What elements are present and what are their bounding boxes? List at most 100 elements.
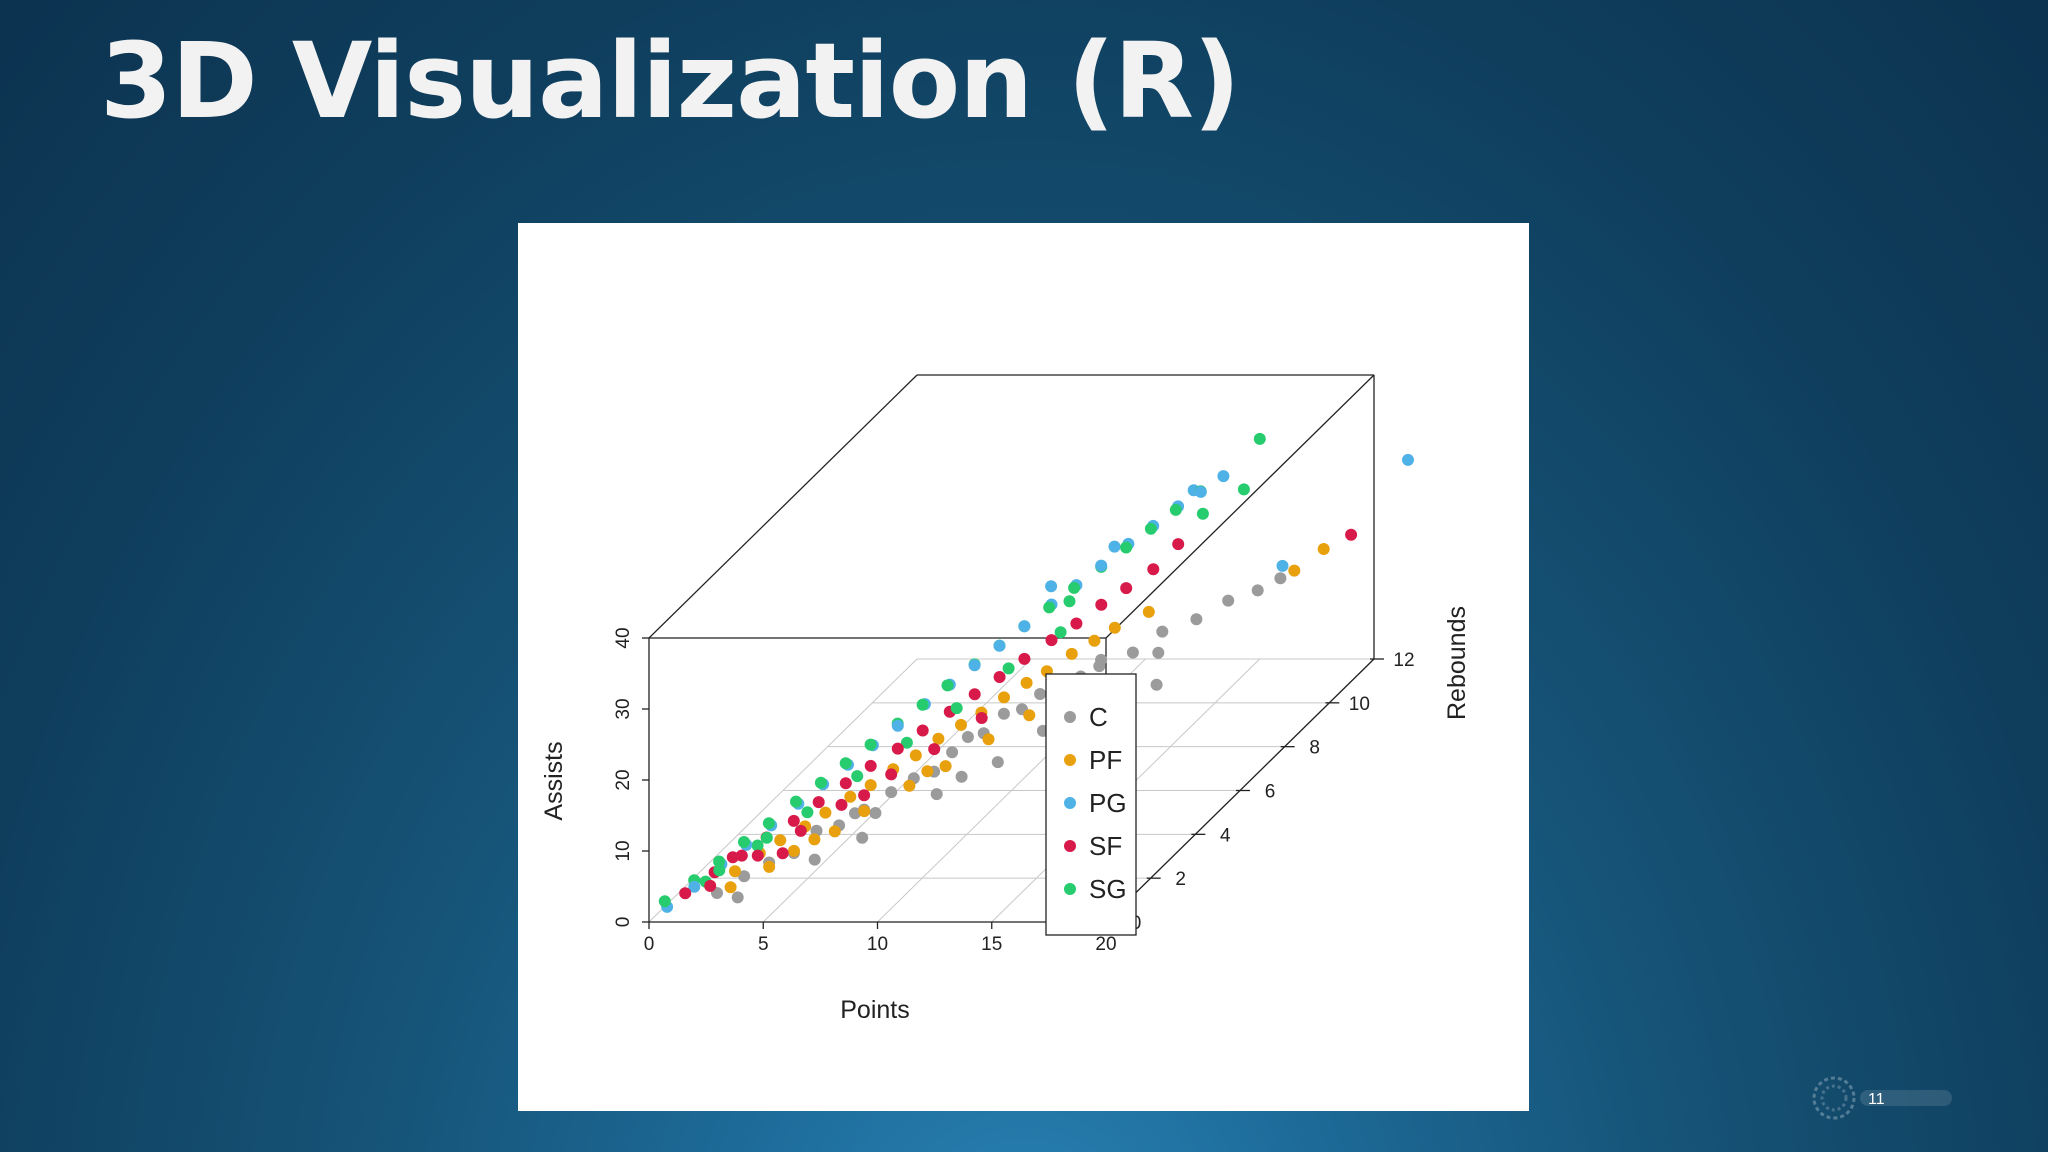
data-point-sf <box>704 879 717 892</box>
data-point-sf <box>835 798 848 811</box>
legend-marker-pg <box>1064 797 1076 809</box>
data-point-pf <box>858 805 871 818</box>
y-tick-label: 6 <box>1265 782 1276 803</box>
z-tick-label: 40 <box>613 627 634 648</box>
data-point-pg <box>1217 470 1230 483</box>
data-point-sf <box>1172 538 1185 551</box>
legend-label: SF <box>1089 831 1122 861</box>
box-edge <box>1105 374 1375 639</box>
y-tick-label: 4 <box>1220 825 1231 846</box>
legend-label: PF <box>1089 745 1122 775</box>
data-point-pf <box>1023 709 1036 722</box>
data-point-sf <box>1095 598 1108 611</box>
data-point-c <box>1126 646 1139 659</box>
legend-box <box>1045 673 1137 936</box>
data-point-sg <box>814 776 827 789</box>
x-tick-label: 15 <box>981 934 1002 955</box>
data-point-sf <box>787 814 800 827</box>
brand-logo <box>1812 1076 1952 1120</box>
legend-label: C <box>1089 702 1108 732</box>
y-tick-label: 12 <box>1393 650 1414 671</box>
data-point-sf <box>735 849 748 862</box>
data-point-c <box>1093 660 1106 673</box>
data-point-sg <box>751 839 764 852</box>
data-point-pf <box>774 834 787 847</box>
data-point-sf <box>726 851 739 864</box>
data-point-sg <box>941 679 954 692</box>
data-point-sg <box>1002 662 1015 675</box>
z-tick-label: 20 <box>613 769 634 790</box>
data-point-sg <box>900 736 913 749</box>
data-point-pf <box>844 790 857 803</box>
slide-title: 3D Visualization (R) <box>100 20 1241 142</box>
data-point-pf <box>724 881 737 894</box>
data-point-c <box>1150 678 1163 691</box>
chart-panel: 05101520Points010203040Assists024681012R… <box>518 223 1529 1111</box>
y-axis-label: Rebounds <box>1443 606 1471 720</box>
data-point-sf <box>858 789 871 802</box>
data-point-pf <box>1108 621 1121 634</box>
data-point-c <box>955 770 968 783</box>
data-point-pf <box>1065 647 1078 660</box>
data-point-pg <box>993 639 1006 652</box>
data-point-c <box>1034 688 1047 700</box>
data-point-pf <box>864 779 877 792</box>
data-point-sf <box>1120 582 1133 595</box>
data-point-pg <box>1095 559 1108 572</box>
data-point-sf <box>751 849 764 862</box>
data-point-c <box>731 891 744 904</box>
data-point-sg <box>839 757 852 770</box>
data-point-sf <box>1018 652 1031 665</box>
data-point-c <box>856 831 869 844</box>
data-point-pf <box>1288 564 1301 577</box>
data-point-pf <box>982 733 995 746</box>
data-point-sg <box>762 817 775 830</box>
box-edge <box>648 374 918 639</box>
data-point-pf <box>939 760 952 773</box>
data-point-sf <box>928 743 941 756</box>
data-point-c <box>991 756 1004 769</box>
legend-marker-c <box>1064 711 1076 723</box>
data-point-pf <box>932 732 945 745</box>
chart-legend: C PF PG SF SG <box>1045 673 1137 936</box>
data-point-sf <box>1147 563 1160 576</box>
data-points <box>658 432 1414 913</box>
data-point-sf <box>1345 528 1358 541</box>
data-point-pg <box>891 719 904 732</box>
x-tick-label: 5 <box>758 934 769 955</box>
data-point-pf <box>1142 605 1155 618</box>
data-point-pf <box>1317 543 1330 555</box>
data-point-pg <box>968 659 981 672</box>
data-point-sf <box>1070 617 1083 630</box>
data-point-sg <box>851 770 864 783</box>
data-point-sg <box>1120 541 1133 554</box>
data-point-c <box>1274 572 1287 585</box>
data-point-sg <box>760 831 773 844</box>
data-point-c <box>808 853 821 866</box>
data-point-sf <box>975 712 988 724</box>
data-point-sg <box>1169 503 1182 516</box>
data-point-c <box>1222 594 1235 607</box>
data-point-sg <box>1054 626 1067 639</box>
x-tick-label: 10 <box>867 934 888 955</box>
data-point-sf <box>812 796 825 809</box>
data-point-sg <box>1068 581 1081 594</box>
data-point-pf <box>903 779 916 792</box>
page-number: 11 <box>1868 1091 1885 1108</box>
data-point-pg <box>1276 559 1289 572</box>
x-tick-label: 20 <box>1095 934 1116 955</box>
data-point-sf <box>776 847 789 860</box>
z-axis-label: Assists <box>540 741 568 820</box>
z-tick-label: 10 <box>613 840 634 861</box>
data-point-pg <box>1194 485 1207 498</box>
data-point-pf <box>828 825 841 838</box>
data-point-sg <box>1196 507 1209 520</box>
data-point-c <box>849 807 861 820</box>
legend-label: PG <box>1089 788 1127 818</box>
data-point-sf <box>885 768 898 781</box>
data-point-sg <box>738 836 750 848</box>
data-point-pg <box>1402 453 1414 466</box>
data-point-c <box>1251 584 1264 597</box>
data-point-pf <box>729 865 741 878</box>
data-point-pf <box>1088 634 1101 647</box>
